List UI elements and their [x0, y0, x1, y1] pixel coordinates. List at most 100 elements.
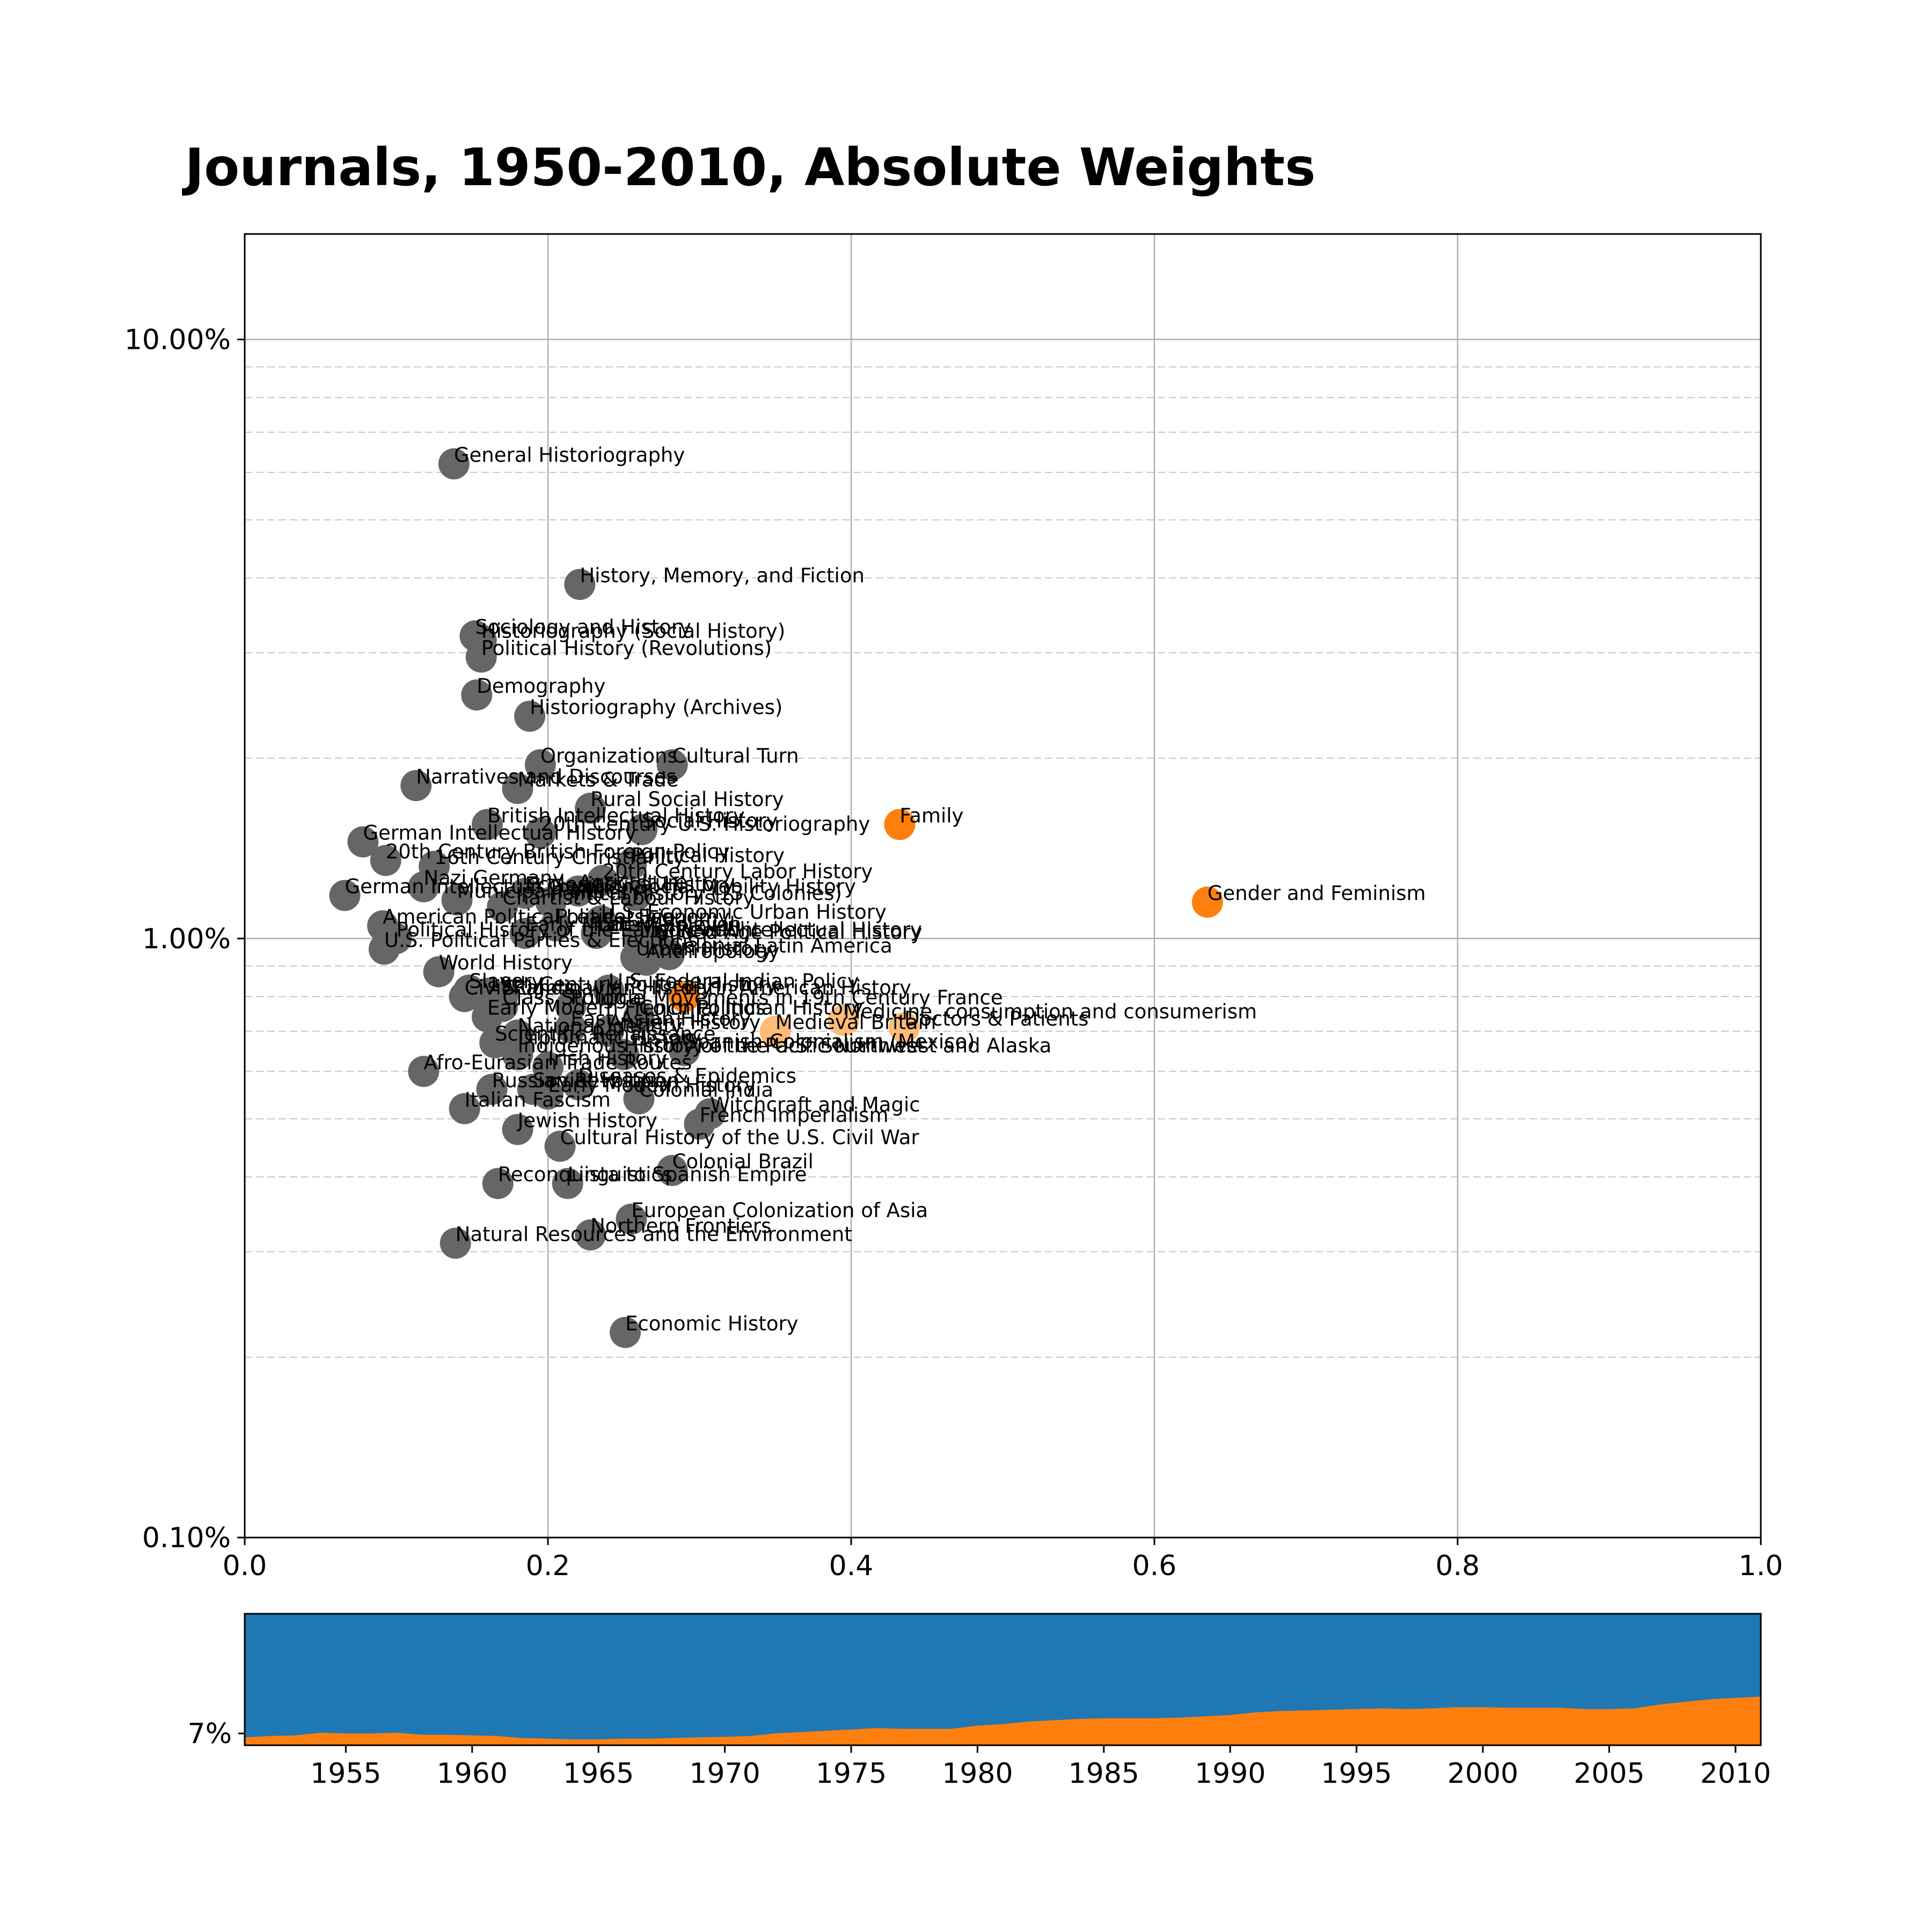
scatter-point — [370, 845, 401, 876]
scatter-point — [620, 941, 652, 973]
scatter-point — [449, 1093, 480, 1124]
x-tick-label: 1.0 — [1739, 1550, 1783, 1582]
scatter-plot-frame — [244, 233, 1762, 1539]
scatter-point — [524, 749, 556, 781]
scatter-point — [555, 1012, 587, 1043]
scatter-point — [669, 980, 700, 1012]
scatter-point-label: 20th Century Labor History — [603, 860, 873, 883]
scatter-point-label: 20th Century British Foreign Policy — [386, 840, 730, 863]
area-x-tick-label: 2000 — [1447, 1758, 1518, 1790]
scatter-point-label: National Identity — [518, 1015, 683, 1038]
scatter-point — [440, 1227, 471, 1259]
scatter-point-label: French Imperialism — [700, 1104, 889, 1127]
scatter-point — [669, 1035, 700, 1066]
scatter-point-label: Scientific Renaissance — [495, 1022, 716, 1045]
scatter-point-label: 20th Century U.S. Historiography — [540, 813, 870, 836]
scatter-point-label: Class Struggle — [502, 986, 645, 1009]
scatter-point — [562, 1069, 594, 1101]
scatter-point — [408, 871, 440, 903]
scatter-point-label: Soviet History — [533, 1069, 672, 1092]
scatter-point-label: Scandinavian History — [502, 976, 713, 999]
y-tick-label: 10.00% — [125, 324, 231, 356]
scatter-point-label: Sociology and History — [475, 616, 691, 639]
scatter-point — [449, 980, 480, 1012]
area-x-tick-label: 1995 — [1321, 1758, 1392, 1790]
scatter-point — [532, 1078, 564, 1110]
scatter-point-label: German Intellectual Tradition — [345, 875, 633, 898]
scatter-point-label: Colonial Indian History — [639, 997, 863, 1020]
area-x-tick-label: 1960 — [437, 1758, 508, 1790]
scatter-point-label: Italian Fascism — [465, 1088, 611, 1111]
scatter-point — [610, 1316, 641, 1348]
scatter-point — [408, 1056, 440, 1087]
scatter-point — [482, 1168, 514, 1199]
area-x-tick-label: 1990 — [1195, 1758, 1265, 1790]
scatter-point-label: U.S. Federal Indian Policy — [609, 970, 859, 993]
area-x-tick-label: 1970 — [689, 1758, 760, 1790]
scatter-point — [616, 1203, 647, 1235]
scatter-point-label: Political History (Revolutions) — [481, 636, 772, 660]
scatter-point-label: Political History of the Early Republic — [397, 918, 762, 941]
x-tick-label: 0.0 — [223, 1550, 267, 1582]
scatter-point — [562, 875, 594, 907]
scatter-point-label: Late Medieval — [596, 913, 735, 936]
scatter-point-label: Natural Resources and the Environment — [456, 1223, 852, 1246]
scatter-point-label: Historiography (Social History) — [481, 620, 786, 643]
scatter-point-label: Historiography (Archives) — [530, 696, 782, 719]
scatter-point — [888, 1012, 920, 1043]
scatter-point-label: Northern Frontiers — [590, 1214, 771, 1238]
area-series-bottom — [245, 1696, 1761, 1745]
scatter-point-label: Early Modern History — [548, 1074, 756, 1097]
scatter-point — [502, 773, 533, 804]
scatter-point-label: Cultural Turn — [672, 744, 799, 767]
area-x-tick-label: 1965 — [563, 1758, 634, 1790]
scatter-point — [623, 1001, 655, 1033]
area-x-tick-label: 2010 — [1700, 1758, 1771, 1790]
scatter-point-label: East Asian History — [570, 1007, 751, 1030]
scatter-point-labels: General Historiography History, Memory, a… — [345, 443, 1425, 1335]
scatter-point — [441, 884, 473, 916]
scatter-point-label: Latin American History — [684, 976, 911, 999]
scatter-point-label: Organizations — [540, 744, 678, 767]
scatter-point-label: British Intellectual History — [487, 804, 745, 827]
scatter-point-label: Rural Social History — [590, 788, 784, 811]
scatter-point — [347, 826, 379, 858]
scatter-point-label: Chartist & Labour History — [502, 887, 755, 910]
x-tick-label: 0.4 — [829, 1550, 874, 1582]
scatter-point — [593, 1015, 624, 1047]
scatter-point-label: Anthropology — [647, 940, 780, 963]
scatter-point — [623, 1083, 655, 1115]
scatter-points — [329, 448, 1223, 1348]
scatter-point-label: Cultural History of the U.S. Civil War — [560, 1126, 920, 1149]
area-x-tick-label: 1955 — [310, 1758, 381, 1790]
scatter-point-label: Spanish Colonialism (Mexico) — [684, 1030, 975, 1053]
scatter-plot: General Historiography History, Memory, a… — [125, 233, 1783, 1582]
scatter-point-label: Political History (13 Colonies) — [551, 882, 842, 905]
scatter-x-ticks: 0.0 0.2 0.4 0.6 0.8 1.0 — [223, 1538, 1783, 1582]
x-tick-label: 0.8 — [1436, 1550, 1480, 1582]
scatter-point — [502, 1039, 533, 1071]
scatter-point-label: 16th Century Christianity — [434, 846, 685, 869]
scatter-point-label: World History — [439, 952, 573, 975]
scatter-point-label: Medieval Intellectual History — [639, 918, 922, 941]
scatter-point-label: Medieval Britain — [775, 1011, 936, 1034]
scatter-point — [656, 749, 688, 781]
scatter-point-label: European Colonization of Asia — [631, 1199, 928, 1222]
scatter-point — [535, 887, 567, 918]
scatter-point — [472, 809, 503, 840]
scatter-point-label: Afro-Eurasian Trade Routes — [423, 1051, 692, 1074]
scatter-point-label: General Historiography — [454, 443, 685, 466]
scatter-point-label: U.S. Economic Urban History — [601, 901, 887, 924]
scatter-point-label: Narratives and Discourses — [416, 765, 677, 788]
scatter-point — [423, 956, 455, 987]
scatter-point-label: Colonial Latin America — [669, 934, 892, 957]
scatter-point — [400, 770, 432, 801]
scatter-point — [828, 1005, 859, 1036]
scatter-point-label: Agriculture — [579, 870, 687, 894]
scatter-point-label: 19th Century Political History — [487, 973, 778, 996]
scatter-point — [465, 641, 497, 673]
scatter-point-label: Ancient History — [609, 1011, 761, 1034]
scatter-point — [532, 1051, 564, 1083]
scatter-point-label: Markets & Trade — [518, 768, 679, 791]
scatter-point-label: Social History — [642, 809, 778, 832]
